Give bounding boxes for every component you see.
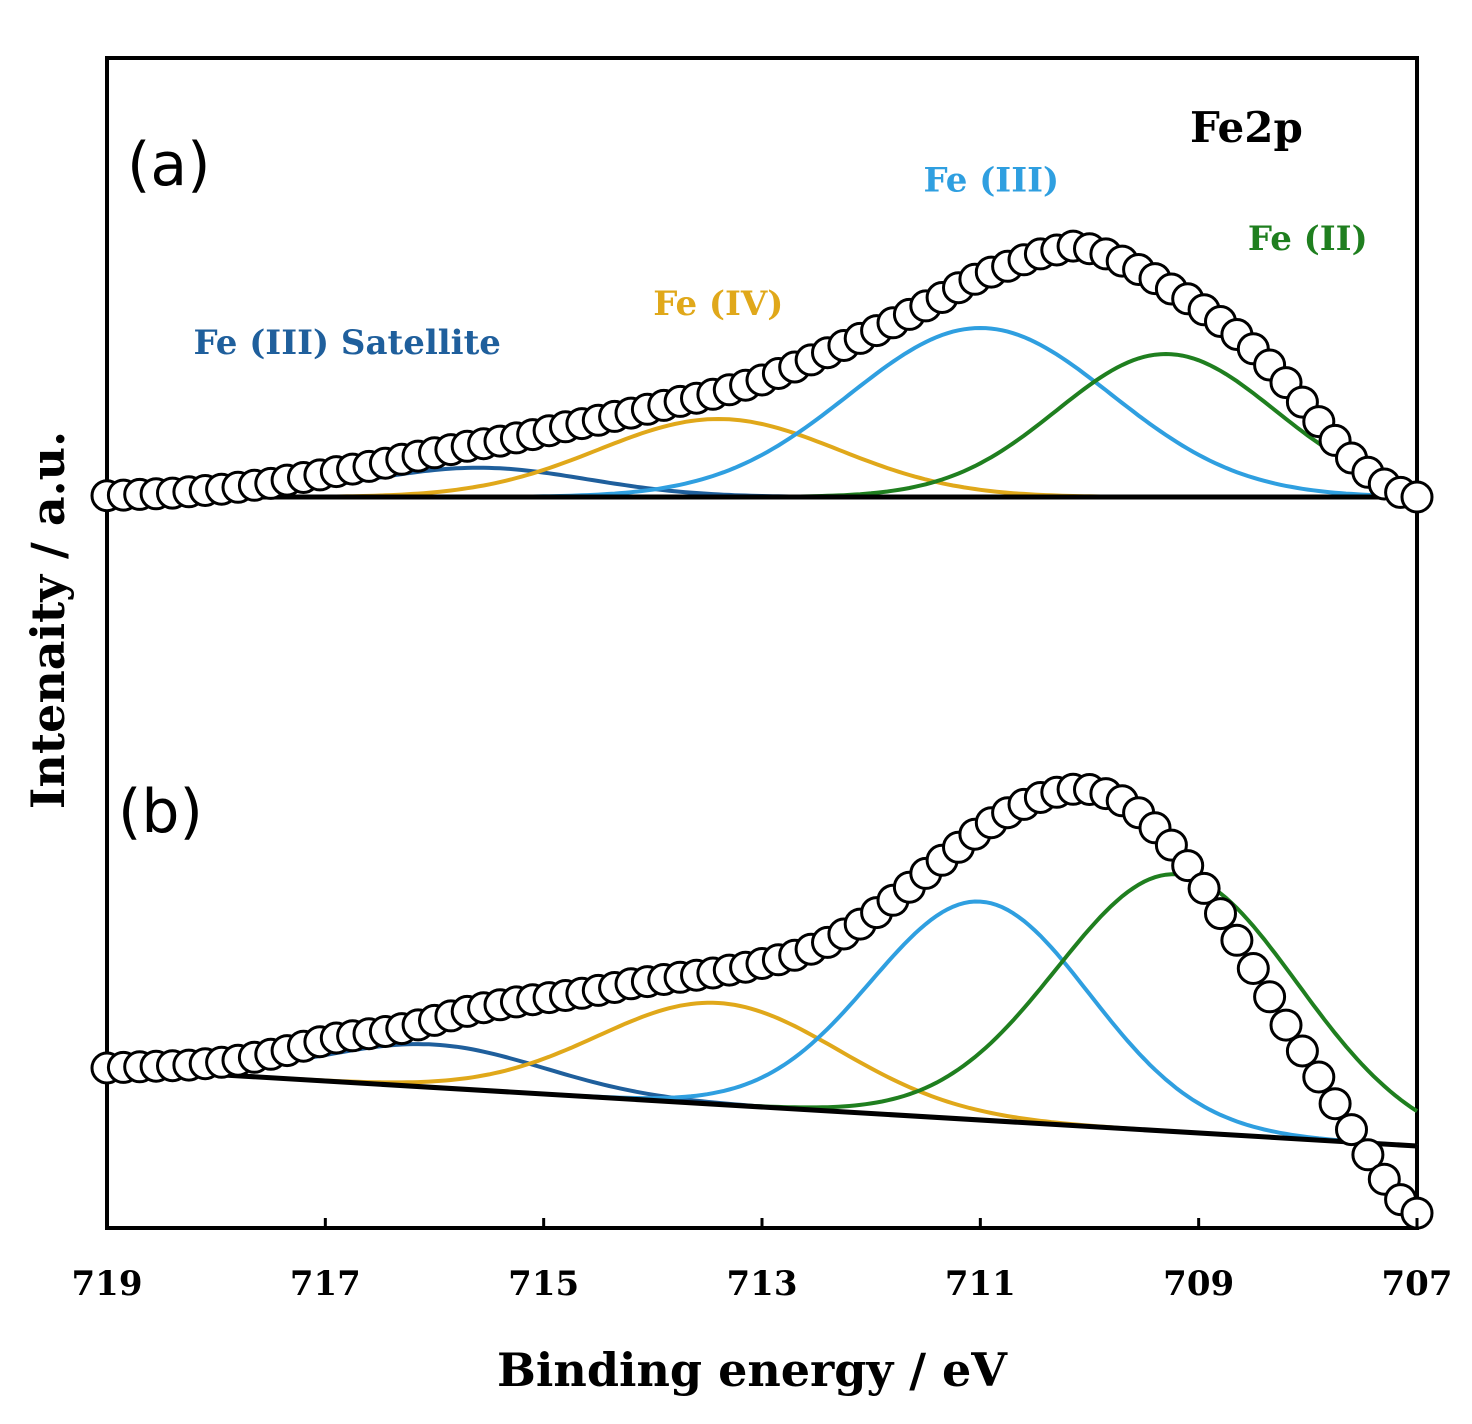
data-point-marker bbox=[1220, 923, 1254, 957]
data-point-marker bbox=[1171, 849, 1205, 883]
y-axis-title: Intenaity / a.u. bbox=[21, 431, 75, 809]
panel-label-a: (a) bbox=[127, 130, 211, 200]
data-point-marker bbox=[1269, 1008, 1303, 1042]
peak-label-fe4: Fe (IV) bbox=[653, 284, 783, 324]
component-fe4-curve bbox=[106, 1000, 1418, 1148]
x-tick-label: 719 bbox=[72, 1264, 143, 1304]
x-tick-label: 717 bbox=[290, 1264, 361, 1304]
data-point-marker bbox=[1335, 1113, 1368, 1147]
peak-label-satellite: Fe (III) Satellite bbox=[193, 323, 500, 363]
data-point-marker bbox=[1351, 1138, 1385, 1172]
data-point-marker bbox=[1318, 1087, 1352, 1121]
data-point-marker bbox=[1400, 1196, 1434, 1230]
element-label: Fe2p bbox=[1190, 103, 1303, 152]
peak-label-fe3: Fe (III) bbox=[923, 161, 1059, 201]
x-tick-label: 711 bbox=[945, 1264, 1016, 1304]
baseline-line bbox=[106, 1065, 1418, 1149]
x-tick-label: 707 bbox=[1382, 1264, 1453, 1304]
x-tick-label: 715 bbox=[508, 1264, 579, 1304]
x-tick-label: 713 bbox=[727, 1264, 798, 1304]
data-point-marker bbox=[1187, 871, 1221, 905]
panel-a: Fe (III) Satellite Fe (IV) Fe (III) Fe (II) bbox=[90, 161, 1434, 514]
panel-b bbox=[90, 772, 1434, 1230]
x-axis-ticks: 719 717 715 713 711 709 707 bbox=[72, 1218, 1453, 1304]
panel-label-b: (b) bbox=[118, 777, 203, 847]
peak-label-fe2: Fe (II) bbox=[1248, 219, 1368, 259]
x-axis-title: Binding energy / eV bbox=[497, 1343, 1008, 1397]
data-point-marker bbox=[1204, 897, 1237, 931]
data-point-marker bbox=[1253, 980, 1287, 1014]
data-point-marker bbox=[1236, 952, 1270, 985]
data-point-marker bbox=[1302, 1060, 1336, 1094]
data-point-marker bbox=[1400, 480, 1434, 514]
data-point-marker bbox=[1285, 1034, 1319, 1068]
x-tick-label: 709 bbox=[1163, 1264, 1234, 1304]
